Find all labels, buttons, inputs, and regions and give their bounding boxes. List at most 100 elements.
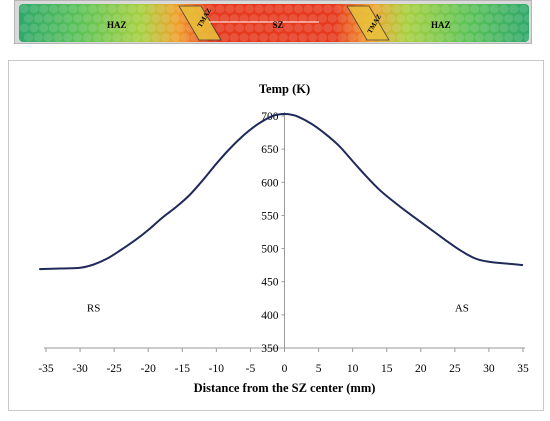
zone-gradient [19, 4, 529, 42]
texture-particle [244, 4, 254, 14]
texture-particle [342, 23, 352, 33]
texture-particle [127, 23, 137, 33]
x-tick-label: -35 [38, 363, 54, 375]
texture-particle [78, 23, 88, 33]
texture-particle [484, 33, 494, 42]
texture-particle [156, 23, 166, 33]
x-tick-label: 20 [415, 363, 427, 375]
texture-particle [225, 23, 235, 33]
y-tick-label: 650 [261, 144, 279, 156]
texture-particle [494, 14, 504, 23]
texture-particle [88, 23, 98, 33]
y-tick-label: 500 [261, 244, 279, 256]
texture-particle [450, 4, 460, 14]
texture-particle [268, 14, 279, 23]
texture-particle [327, 33, 337, 42]
texture-particle [455, 14, 465, 23]
texture-particle [141, 14, 151, 23]
texture-particle [78, 4, 88, 14]
texture-particle [268, 33, 279, 42]
texture-particle [180, 33, 190, 42]
texture-particle [225, 4, 235, 14]
texture-particle [107, 23, 117, 33]
texture-particle [421, 4, 431, 14]
texture-particle [386, 14, 396, 23]
texture-particle [303, 23, 313, 33]
x-tick-label: 5 [316, 363, 322, 375]
texture-particle [431, 4, 441, 14]
texture-particle [391, 23, 401, 33]
texture-particle [219, 14, 230, 23]
texture-particle [92, 33, 102, 42]
texture-particle [509, 23, 519, 33]
x-tick-label: -25 [106, 363, 122, 375]
texture-particle [82, 14, 92, 23]
x-tick-labels: -35 -30 -25 -20 -15 -10 -5 0 5 10 15 20 25 30 35 [38, 348, 529, 375]
chart-canvas: -35 -30 -25 -20 -15 -10 -5 0 5 10 15 20 25 30 35 350 40… [38, 82, 529, 395]
texture-particle [68, 23, 78, 33]
texture-particle [323, 23, 333, 33]
texture-particle [293, 23, 303, 33]
zone-label-haz-left: HAZ [107, 20, 127, 30]
texture-particle [391, 4, 401, 14]
texture-particle [161, 33, 171, 42]
texture-particle [327, 14, 337, 23]
texture-particle [460, 23, 470, 33]
texture-particle [23, 33, 34, 42]
texture-particle [450, 23, 460, 33]
x-tick-label: 30 [483, 363, 495, 375]
weld-zone-micrograph: HAZ TMAZ SZ TMAZ HAZ [14, 0, 532, 44]
texture-particle [464, 14, 475, 23]
texture-particle [298, 33, 308, 42]
texture-particle [298, 14, 308, 23]
texture-particle [19, 23, 29, 33]
texture-particle [278, 14, 288, 23]
texture-particle [58, 4, 68, 14]
texture-particle [421, 23, 431, 33]
texture-particle [72, 14, 83, 23]
texture-particle [484, 14, 494, 23]
texture-particle [166, 23, 176, 33]
texture-particle [333, 23, 343, 33]
annotation-as: AS [455, 303, 469, 315]
texture-particle [146, 23, 156, 33]
texture-particle [141, 33, 151, 42]
chart-axes [44, 112, 525, 349]
texture-particle [82, 33, 92, 42]
texture-particle [435, 14, 445, 23]
texture-particle [264, 23, 274, 33]
texture-particle [415, 14, 426, 23]
texture-particle [313, 4, 323, 14]
texture-particle [382, 4, 392, 14]
texture-particle [406, 14, 416, 23]
x-axis-label: Distance from the SZ center (mm) [194, 381, 376, 395]
texture-particle [519, 4, 529, 14]
texture-particle [210, 14, 220, 23]
texture-particle [176, 23, 186, 33]
texture-particle [39, 4, 49, 14]
texture-particle [72, 33, 83, 42]
texture-particle [278, 33, 288, 42]
tmaz-band-left [178, 5, 222, 41]
texture-particle [274, 4, 284, 14]
texture-particle [170, 14, 181, 23]
texture-particle [92, 14, 102, 23]
texture-particle [396, 33, 406, 42]
texture-particle [117, 23, 127, 33]
x-tick-label: -20 [141, 363, 157, 375]
texture-particle [509, 4, 519, 14]
texture-particle [68, 4, 78, 14]
y-tick-label: 400 [261, 310, 279, 322]
texture-particle [53, 14, 63, 23]
x-tick-label: 35 [517, 363, 529, 375]
texture-particle [470, 23, 480, 33]
x-tick-label: 10 [347, 363, 359, 375]
texture-particle [117, 4, 127, 14]
texture-particle [215, 23, 225, 33]
texture-particle [151, 33, 161, 42]
texture-particle [229, 14, 239, 23]
texture-particle [401, 23, 411, 33]
texture-particle [317, 14, 328, 23]
texture-particle [29, 4, 39, 14]
